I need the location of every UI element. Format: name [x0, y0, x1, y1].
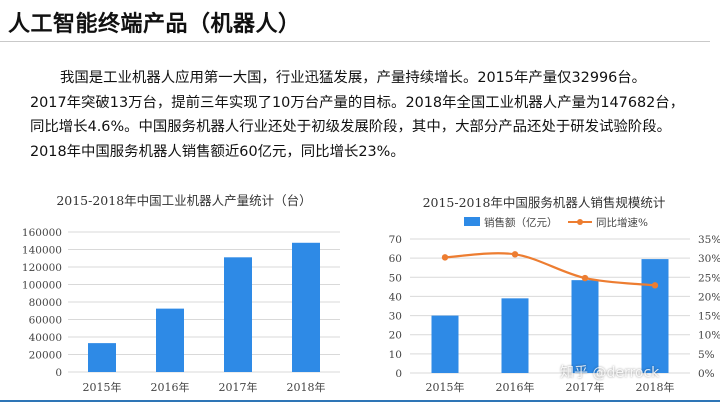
chart2-growth-point	[441, 254, 449, 261]
chart2-y2-tick-label: 25%	[698, 272, 720, 284]
paragraph-line-2: 2017年突破13万台，提前三年实现了10万台产量的目标。2018年全国工业机器…	[30, 94, 685, 111]
chart2-legend-bar-swatch	[464, 217, 480, 226]
chart1-y-tick-label: 60000	[29, 315, 62, 327]
chart2-y-tick-label: 60	[389, 253, 402, 265]
watermark-text: 知乎 @derrock	[560, 365, 660, 381]
chart2-bar	[501, 298, 529, 373]
paragraph-line-1: 我国是工业机器人应用第一大国，行业迅猛发展，产量持续增长。2015年产量仅329…	[60, 70, 647, 86]
bottom-accent-bar	[0, 400, 720, 402]
chart1-x-tick-label: 2017年	[219, 380, 258, 394]
title-divider	[0, 41, 710, 42]
chart1-y-tick-label: 20000	[29, 350, 62, 362]
chart2-y-tick-label: 20	[389, 330, 402, 342]
chart2-growth-point	[651, 282, 659, 289]
chart2-growth-line	[444, 252, 656, 287]
paragraph-line-4: 2018年中国服务机器人销售额近60亿元，同比增长23%。	[30, 143, 405, 160]
chart2-x-tick-label: 2018年	[636, 380, 675, 394]
chart2-y-tick-label: 0	[395, 368, 402, 380]
chart2-bar	[641, 259, 669, 373]
chart1-y-tick-label: 160000	[22, 227, 62, 239]
chart2-y2-tick-label: 20%	[698, 291, 720, 303]
chart1-x-tick-label: 2018年	[287, 380, 326, 394]
chart1-bar	[156, 308, 184, 372]
chart2-x-tick-label: 2017年	[566, 380, 605, 394]
chart1-y-tick-label: 0	[55, 367, 62, 379]
chart1-bar	[292, 242, 320, 372]
paragraph-line-3: 同比增长4.6%。中国服务机器人行业还处于初级发展阶段，其中，大部分产品还处于研…	[30, 119, 671, 135]
chart1-y-tick-label: 40000	[29, 332, 62, 344]
chart2-y-tick-label: 50	[389, 272, 402, 284]
chart1-bar	[88, 343, 116, 372]
chart2-title: 2015-2018年中国服务机器人销售规模统计	[422, 195, 666, 210]
chart1-title: 2015-2018年中国工业机器人产量统计（台）	[56, 193, 312, 208]
chart2-y-tick-label: 70	[389, 234, 402, 246]
chart1-plot: 0 20000 40000 60000 80000 100000 120000 140000 1…	[22, 227, 340, 394]
chart1-x-tick-label: 2016年	[151, 380, 190, 394]
chart1-y-tick-label: 120000	[22, 262, 62, 274]
chart2-y2-tick-label: 0%	[698, 368, 715, 380]
chart2-bar	[571, 280, 599, 373]
intro-paragraph: 我国是工业机器人应用第一大国，行业迅猛发展，产量持续增长。2015年产量仅329…	[30, 66, 714, 164]
chart2-y2-tick-label: 30%	[698, 253, 720, 265]
chart2-y2-tick-label: 35%	[698, 234, 720, 246]
chart2-growth-point	[511, 251, 519, 258]
chart2-y-tick-label: 30	[389, 311, 402, 323]
chart2-legend-line-marker	[577, 219, 583, 225]
industrial-robot-output-chart: 2015-2018年中国工业机器人产量统计（台） 0 20000 40000 6000…	[18, 190, 350, 402]
chart2-y2-tick-label: 15%	[698, 311, 720, 323]
chart1-x-tick-label: 2015年	[83, 380, 122, 394]
chart2-legend-line-label: 同比增速%	[596, 216, 648, 229]
chart2-growth-point	[581, 274, 589, 282]
chart1-y-tick-label: 80000	[29, 297, 62, 309]
chart2-legend-bar-label: 销售额（亿元）	[484, 216, 558, 229]
chart2-plot: 0 10 20 30 40 50 60 70 0% 5% 10% 15% 20% 25% 30% 35% 201…	[389, 216, 720, 394]
chart2-y2-tick-label: 5%	[698, 349, 715, 361]
chart1-y-tick-label: 100000	[22, 280, 62, 292]
chart2-x-tick-label: 2015年	[426, 380, 465, 394]
service-robot-sales-chart: 2015-2018年中国服务机器人销售规模统计 0 10 20 30 40 50 60 70 0…	[368, 192, 720, 402]
chart2-bar	[431, 315, 459, 373]
chart2-y2-tick-label: 10%	[698, 330, 720, 342]
chart2-y-tick-label: 10	[389, 349, 402, 361]
chart2-x-tick-label: 2016年	[496, 380, 535, 394]
chart1-bar	[224, 257, 252, 372]
chart2-y-tick-label: 40	[389, 291, 402, 303]
page-title: 人工智能终端产品（机器人）	[8, 12, 301, 37]
chart1-y-tick-label: 140000	[22, 245, 62, 257]
